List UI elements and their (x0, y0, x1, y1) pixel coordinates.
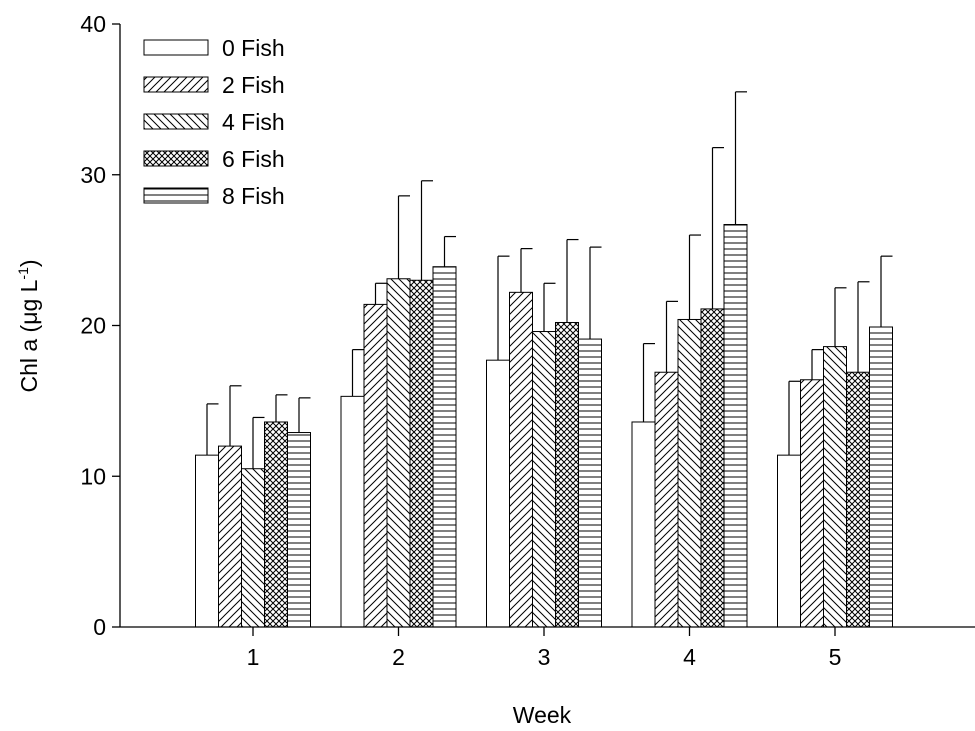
axes-layer: 0 10 20 30 40 1 2 3 4 5 (80, 11, 975, 670)
legend-label: 8 Fish (222, 183, 285, 209)
bar (241, 468, 265, 628)
bar (340, 395, 365, 628)
bar (823, 346, 847, 628)
x-axis-label: Week (513, 702, 572, 728)
bar (386, 278, 411, 628)
legend: 0 Fish 2 Fish 4 Fish 6 Fish 8 Fish (143, 35, 285, 209)
x-tick-label: 3 (538, 644, 551, 670)
y-tick-label: 30 (80, 162, 106, 188)
bar (846, 371, 870, 628)
x-tick-label: 5 (829, 644, 842, 670)
y-axis-label-superscript: -1 (15, 267, 31, 280)
bar (723, 223, 748, 628)
bar (677, 318, 702, 628)
legend-swatch (143, 150, 209, 167)
bars-layer (195, 91, 893, 628)
y-axis-label: Chl a (μg L-1) (15, 259, 42, 392)
y-axis-label-close: ) (16, 259, 42, 267)
legend-label: 6 Fish (222, 146, 285, 172)
legend-swatch (143, 113, 209, 130)
legend-swatch (143, 39, 209, 56)
bar (700, 308, 725, 628)
bar (432, 266, 457, 628)
bar (218, 445, 242, 628)
bar (287, 432, 311, 628)
y-axis-label-main: Chl a (μg L (16, 279, 42, 392)
legend-label: 2 Fish (222, 72, 285, 98)
bar (555, 321, 579, 628)
x-tick-label: 2 (392, 644, 405, 670)
bar (409, 279, 434, 628)
bar (800, 379, 824, 628)
bar (486, 359, 510, 628)
y-tick-label: 0 (93, 614, 106, 640)
legend-swatch (143, 76, 209, 93)
bar (264, 421, 288, 628)
y-tick-label: 40 (80, 11, 106, 37)
bar (195, 454, 219, 628)
bar (578, 338, 602, 628)
bar (509, 291, 533, 628)
bar (631, 421, 656, 628)
x-tick-label: 1 (247, 644, 260, 670)
legend-swatch (143, 187, 209, 204)
legend-label: 4 Fish (222, 109, 285, 135)
bar (532, 331, 556, 628)
y-tick-label: 10 (80, 463, 106, 489)
bar (363, 303, 388, 628)
bar (654, 371, 679, 628)
bar (869, 326, 893, 628)
bar (777, 454, 801, 628)
y-tick-label: 20 (80, 313, 106, 339)
legend-label: 0 Fish (222, 35, 285, 61)
x-tick-label: 4 (683, 644, 696, 670)
